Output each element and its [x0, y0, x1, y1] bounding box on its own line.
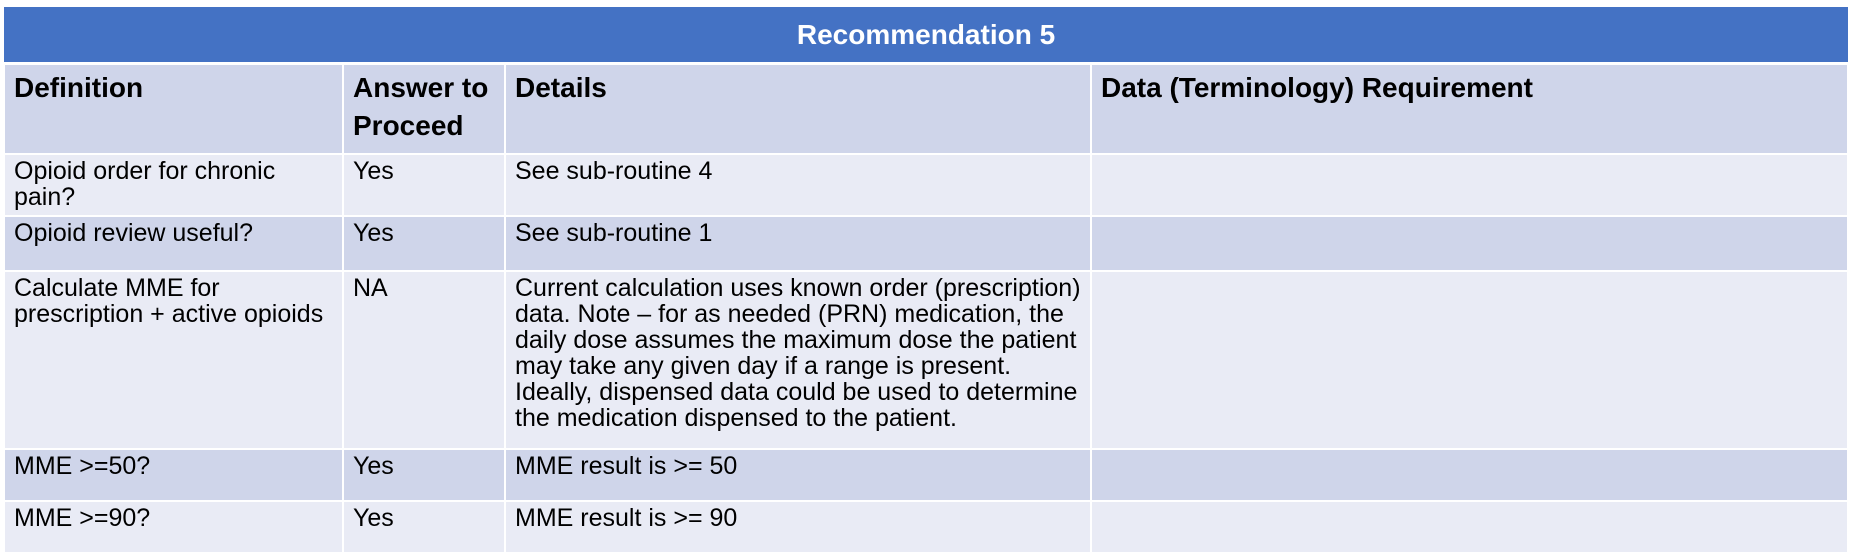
- definition-cell: Calculate MME for prescription + active …: [3, 270, 344, 450]
- details-cell: Current calculation uses known order (pr…: [504, 270, 1092, 450]
- column-header-requirement: Data (Terminology) Requirement: [1089, 62, 1849, 155]
- table-row: Calculate MME for prescription + active …: [3, 270, 1849, 450]
- requirement-cell: [1089, 500, 1849, 554]
- requirement-cell: [1089, 448, 1849, 502]
- requirement-cell: [1089, 270, 1849, 450]
- details-cell: MME result is >= 90: [504, 500, 1092, 554]
- table-row: Opioid order for chronic pain? Yes See s…: [3, 153, 1849, 217]
- header-row: Definition Answer to Proceed Details Dat…: [3, 62, 1849, 155]
- definition-cell: MME >=90?: [3, 500, 344, 554]
- column-header-definition: Definition: [3, 62, 344, 155]
- recommendation-table-container: Recommendation 5 Definition Answer to Pr…: [3, 7, 1849, 554]
- answer-cell: NA: [342, 270, 506, 450]
- column-header-details: Details: [504, 62, 1092, 155]
- definition-cell: Opioid review useful?: [3, 215, 344, 272]
- table-row: Opioid review useful? Yes See sub-routin…: [3, 215, 1849, 272]
- column-header-answer: Answer to Proceed: [342, 62, 506, 155]
- table-row: MME >=50? Yes MME result is >= 50: [3, 448, 1849, 502]
- table-row: MME >=90? Yes MME result is >= 90: [3, 500, 1849, 554]
- requirement-cell: [1089, 153, 1849, 217]
- answer-cell: Yes: [342, 153, 506, 217]
- answer-cell: Yes: [342, 215, 506, 272]
- definition-cell: MME >=50?: [3, 448, 344, 502]
- details-cell: MME result is >= 50: [504, 448, 1092, 502]
- answer-cell: Yes: [342, 500, 506, 554]
- title-row: Recommendation 5: [4, 7, 1849, 65]
- definition-cell: Opioid order for chronic pain?: [3, 153, 344, 217]
- details-cell: See sub-routine 4: [504, 153, 1092, 217]
- answer-cell: Yes: [342, 448, 506, 502]
- details-cell: See sub-routine 1: [504, 215, 1092, 272]
- table-title: Recommendation 5: [4, 7, 1849, 65]
- recommendation-table: Recommendation 5 Definition Answer to Pr…: [3, 7, 1849, 554]
- requirement-cell: [1089, 215, 1849, 272]
